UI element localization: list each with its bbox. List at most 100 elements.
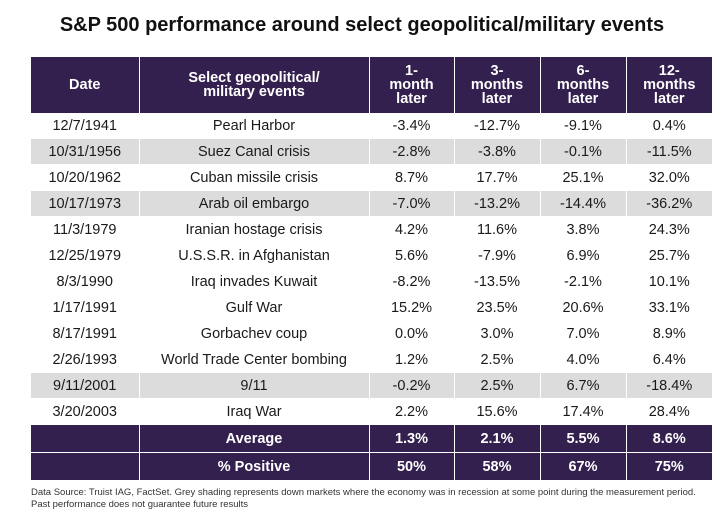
date-cell: 10/20/1962 xyxy=(31,164,139,191)
table-row: 11/3/1979 Iranian hostage crisis 4.2% 11.6%… xyxy=(31,216,712,243)
header-6m-line2: months xyxy=(556,77,610,93)
summary-value-cell: 67% xyxy=(539,452,626,480)
twelve-month-cell: 28.4% xyxy=(625,398,712,425)
date-cell: 2/26/1993 xyxy=(31,346,139,373)
twelve-month-cell: -36.2% xyxy=(625,190,712,217)
twelve-month-cell: 8.9% xyxy=(625,320,712,347)
table-row: 2/26/1993 World Trade Center bombing 1.2% 2… xyxy=(31,346,712,373)
table-row: 1/17/1991 Gulf War 15.2% 23.5% 20.6% 33.1% xyxy=(31,294,712,321)
event-cell: Cuban missile crisis xyxy=(138,164,369,191)
three-month-cell: 23.5% xyxy=(453,294,540,321)
three-month-cell: 3.0% xyxy=(453,320,540,347)
header-6-months: 6- months later xyxy=(539,57,626,113)
three-month-cell: 2.5% xyxy=(453,372,540,399)
six-month-cell: -14.4% xyxy=(539,190,626,217)
six-month-cell: 4.0% xyxy=(539,346,626,373)
one-month-cell: 4.2% xyxy=(368,216,454,243)
event-cell: Iraq War xyxy=(138,398,369,425)
one-month-cell: 0.0% xyxy=(368,320,454,347)
header-12m-line1: 12- xyxy=(658,63,680,79)
header-date: Date xyxy=(31,57,139,113)
summary-row: % Positive 50% 58% 67% 75% xyxy=(31,452,712,480)
table-row: 12/7/1941 Pearl Harbor -3.4% -12.7% -9.1% 0.4… xyxy=(31,113,712,139)
three-month-cell: -13.2% xyxy=(453,190,540,217)
summary-value-cell: 50% xyxy=(368,452,454,480)
twelve-month-cell: 32.0% xyxy=(625,164,712,191)
summary-value-cell: 75% xyxy=(625,452,712,480)
three-month-cell: -3.8% xyxy=(453,138,540,165)
table-row: 10/20/1962 Cuban missile crisis 8.7% 17.7% 2… xyxy=(31,164,712,191)
one-month-cell: -3.4% xyxy=(368,113,454,139)
twelve-month-cell: 0.4% xyxy=(625,113,712,139)
header-6m-line1: 6- xyxy=(576,63,590,79)
summary-value-cell: 5.5% xyxy=(539,424,626,453)
date-cell: 10/17/1973 xyxy=(31,190,139,217)
one-month-cell: 8.7% xyxy=(368,164,454,191)
summary-value-cell: 8.6% xyxy=(625,424,712,453)
six-month-cell: 6.9% xyxy=(539,242,626,269)
table-row: 10/31/1956 Suez Canal crisis -2.8% -3.8% -0.… xyxy=(31,138,712,165)
one-month-cell: 5.6% xyxy=(368,242,454,269)
footnote: Data Source: Truist IAG, FactSet. Grey s… xyxy=(31,487,696,510)
header-12m-line3: later xyxy=(653,91,685,107)
date-cell: 8/17/1991 xyxy=(31,320,139,347)
twelve-month-cell: 25.7% xyxy=(625,242,712,269)
date-cell: 1/17/1991 xyxy=(31,294,139,321)
six-month-cell: 17.4% xyxy=(539,398,626,425)
one-month-cell: -2.8% xyxy=(368,138,454,165)
performance-table: Date Select geopolitical/ military event… xyxy=(31,57,712,480)
header-3m-line3: later xyxy=(481,91,513,107)
six-month-cell: 3.8% xyxy=(539,216,626,243)
one-month-cell: 2.2% xyxy=(368,398,454,425)
summary-blank-cell xyxy=(31,452,139,480)
twelve-month-cell: -11.5% xyxy=(625,138,712,165)
twelve-month-cell: 33.1% xyxy=(625,294,712,321)
header-1m-line2: month xyxy=(389,77,434,93)
six-month-cell: 20.6% xyxy=(539,294,626,321)
date-cell: 9/11/2001 xyxy=(31,372,139,399)
summary-value-cell: 58% xyxy=(453,452,540,480)
one-month-cell: 1.2% xyxy=(368,346,454,373)
three-month-cell: 17.7% xyxy=(453,164,540,191)
six-month-cell: 25.1% xyxy=(539,164,626,191)
three-month-cell: -7.9% xyxy=(453,242,540,269)
header-date-label: Date xyxy=(69,77,101,93)
event-cell: Iraq invades Kuwait xyxy=(138,268,369,295)
event-cell: Iranian hostage crisis xyxy=(138,216,369,243)
header-3m-line2: months xyxy=(470,77,524,93)
six-month-cell: 7.0% xyxy=(539,320,626,347)
header-3-months: 3- months later xyxy=(453,57,540,113)
table-row: 10/17/1973 Arab oil embargo -7.0% -13.2% -14… xyxy=(31,190,712,217)
header-event-line2: military events xyxy=(203,84,305,100)
twelve-month-cell: -18.4% xyxy=(625,372,712,399)
three-month-cell: -13.5% xyxy=(453,268,540,295)
table-row: 8/3/1990 Iraq invades Kuwait -8.2% -13.5% -2… xyxy=(31,268,712,295)
event-cell: 9/11 xyxy=(138,372,369,399)
twelve-month-cell: 24.3% xyxy=(625,216,712,243)
twelve-month-cell: 10.1% xyxy=(625,268,712,295)
header-1m-line1: 1- xyxy=(405,63,418,79)
event-cell: Arab oil embargo xyxy=(138,190,369,217)
header-12-months: 12- months later xyxy=(625,57,712,113)
header-3m-line1: 3- xyxy=(490,63,504,79)
event-cell: Pearl Harbor xyxy=(138,113,369,139)
header-1-month: 1- month later xyxy=(368,57,454,113)
date-cell: 8/3/1990 xyxy=(31,268,139,295)
summary-blank-cell xyxy=(31,424,139,453)
event-cell: Gulf War xyxy=(138,294,369,321)
event-cell: Gorbachev coup xyxy=(138,320,369,347)
six-month-cell: -2.1% xyxy=(539,268,626,295)
one-month-cell: 15.2% xyxy=(368,294,454,321)
header-1m-line3: later xyxy=(396,91,427,107)
date-cell: 3/20/2003 xyxy=(31,398,139,425)
date-cell: 11/3/1979 xyxy=(31,216,139,243)
date-cell: 12/25/1979 xyxy=(31,242,139,269)
header-row: Date Select geopolitical/ military event… xyxy=(31,57,712,113)
one-month-cell: -0.2% xyxy=(368,372,454,399)
summary-label: Average xyxy=(138,424,369,453)
three-month-cell: 2.5% xyxy=(453,346,540,373)
six-month-cell: -0.1% xyxy=(539,138,626,165)
header-12m-line2: months xyxy=(643,77,696,93)
summary-row: Average 1.3% 2.1% 5.5% 8.6% xyxy=(31,424,712,453)
header-event-line1: Select geopolitical/ xyxy=(188,70,320,86)
